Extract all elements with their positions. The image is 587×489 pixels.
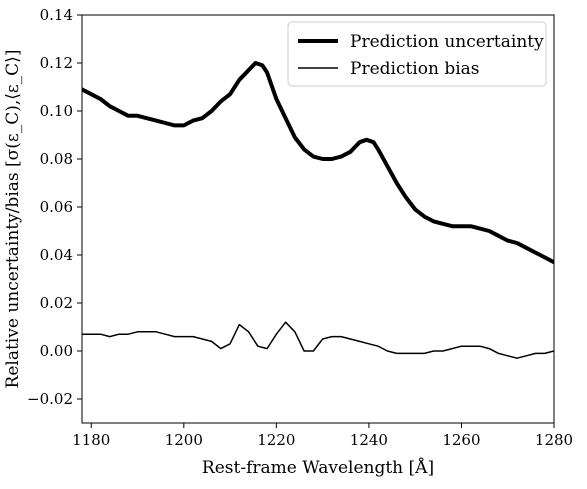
x-tick-label: 1180: [72, 431, 110, 449]
y-tick-label: −0.02: [27, 390, 73, 408]
x-axis-label: Rest-frame Wavelength [Å]: [202, 457, 434, 478]
legend-box: [287, 21, 547, 87]
y-axis-label: Relative uncertainty/bias [σ(ε_C),⟨ε_C⟩]: [3, 50, 23, 389]
y-tick-label: 0.00: [40, 342, 73, 360]
plot-area: 1180 1200 1220 1240 1260 1280 −0.02 0.00 0.02 0.0…: [27, 6, 573, 449]
y-tick-label: 0.04: [40, 246, 73, 264]
series-line-1: [82, 61, 554, 265]
series-line-2: [82, 321, 554, 359]
y-tick-label: 0.14: [40, 6, 73, 24]
x-tick-label: 1220: [257, 431, 295, 449]
y-tick-label: 0.12: [40, 54, 73, 72]
series-layer: [82, 61, 554, 359]
x-tick-label: 1280: [535, 431, 573, 449]
y-tick-label: 0.10: [40, 102, 73, 120]
x-tick-label: 1240: [350, 431, 388, 449]
y-tick-label: 0.06: [40, 198, 73, 216]
x-tick-label: 1260: [442, 431, 480, 449]
y-tick-label: 0.08: [40, 150, 73, 168]
y-tick-label: 0.02: [40, 294, 73, 312]
legend: Prediction uncertainty Prediction bias: [287, 21, 547, 87]
legend-label: Prediction bias: [350, 59, 480, 79]
legend-label: Prediction uncertainty: [350, 32, 544, 52]
axes-frame: [81, 14, 555, 424]
x-tick-label: 1200: [165, 431, 203, 449]
axes-layer: 1180 1200 1220 1240 1260 1280 −0.02 0.00 0.02 0.0…: [27, 6, 573, 449]
